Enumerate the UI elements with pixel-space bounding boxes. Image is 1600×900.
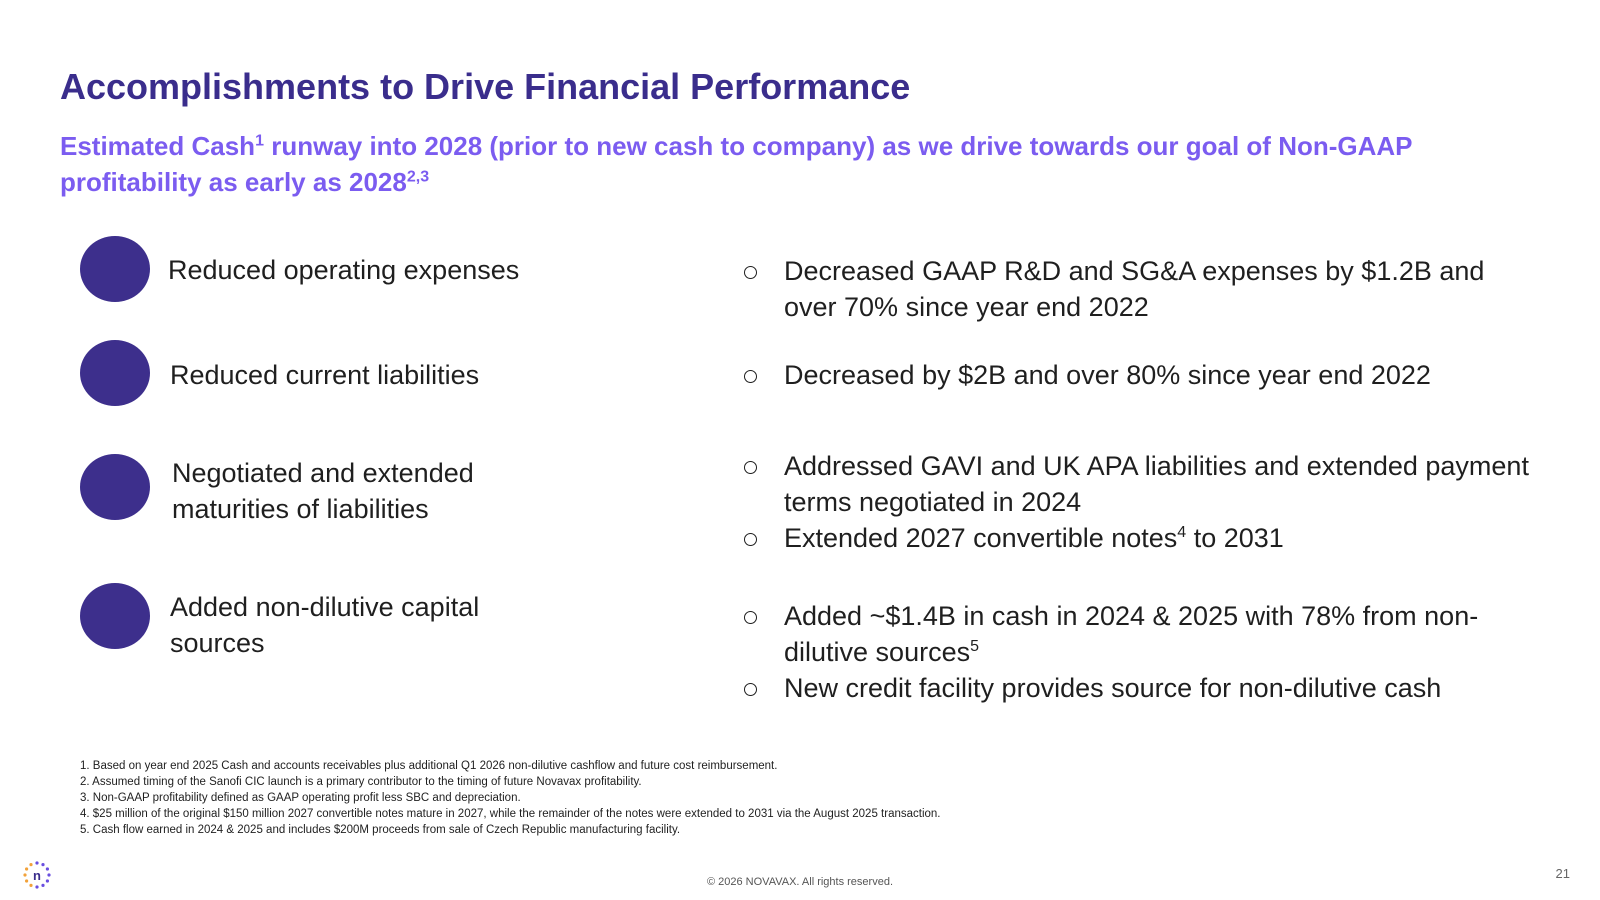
slide-title: Accomplishments to Drive Financial Perfo… [60,66,911,107]
copyright: © 2026 NOVAVAX. All rights reserved. [706,876,894,888]
footnote: 1. Based on year end 2025 Cash and accou… [80,760,778,772]
detail-item: Added ~$1.4B in cash in 2024 & 2025 with… [744,598,1534,670]
page-number: 21 [1555,866,1570,881]
hollow-bullet-icon [744,533,757,546]
accomplishment-label: Reduced operating expenses [168,255,520,285]
detail-list: Decreased GAAP R&D and SG&A expenses by … [744,253,1534,325]
accomplishment-label: Reduced current liabilities [170,360,480,390]
bullet-circle-icon [80,583,150,649]
bullet-circle-icon [80,340,150,406]
detail-item: Extended 2027 convertible notes4 to 2031 [744,520,1534,556]
detail-text: Addressed GAVI and UK APA liabilities an… [784,451,1529,517]
subtitle-sup2: 2,3 [406,168,430,186]
bullet-circle-icon [80,236,150,302]
hollow-bullet-icon [744,461,757,474]
detail-item: Decreased by $2B and over 80% since year… [744,357,1534,393]
footnotes: 1. Based on year end 2025 Cash and accou… [80,758,1280,838]
slide-subtitle: Estimated Cash1 runway into 2028 (prior … [60,128,1530,200]
footnote: 4. $25 million of the original $150 mill… [80,808,941,820]
detail-text: Decreased GAAP R&D and SG&A expenses by … [784,256,1485,322]
footnote: 3. Non-GAAP profitability defined as GAA… [80,792,521,804]
detail-text: Extended 2027 convertible notes [784,523,1178,553]
detail-sup: 5 [970,638,979,655]
detail-text: Decreased by $2B and over 80% since year… [784,360,1431,390]
footnote: 2. Assumed timing of the Sanofi CIC laun… [80,776,642,788]
hollow-bullet-icon [744,266,757,279]
hollow-bullet-icon [744,611,757,624]
detail-list: Added ~$1.4B in cash in 2024 & 2025 with… [744,598,1534,706]
detail-item: Addressed GAVI and UK APA liabilities an… [744,448,1534,520]
logo-letter: n [33,868,41,883]
subtitle-part2: runway into 2028 (prior to new cash to c… [60,131,1413,197]
detail-list: Decreased by $2B and over 80% since year… [744,357,1534,393]
accomplishment-label: Negotiated and extended maturities of li… [172,458,474,524]
detail-list: Addressed GAVI and UK APA liabilities an… [744,448,1534,556]
detail-item: New credit facility provides source for … [744,670,1534,706]
detail-text-after: to 2031 [1186,523,1284,553]
detail-item: Decreased GAAP R&D and SG&A expenses by … [744,253,1534,325]
bullet-circle-icon [80,454,150,520]
detail-text: Added ~$1.4B in cash in 2024 & 2025 with… [784,601,1479,667]
detail-sup: 4 [1177,524,1187,541]
accomplishment-label: Added non-dilutive capital sources [170,592,480,658]
subtitle-part1: Estimated Cash [60,131,256,161]
hollow-bullet-icon [744,370,757,383]
hollow-bullet-icon [744,683,757,696]
novavax-logo-icon: n [23,861,51,889]
footnote: 5. Cash flow earned in 2024 & 2025 and i… [80,824,681,836]
subtitle-sup1: 1 [255,132,264,150]
detail-text: New credit facility provides source for … [784,673,1442,703]
